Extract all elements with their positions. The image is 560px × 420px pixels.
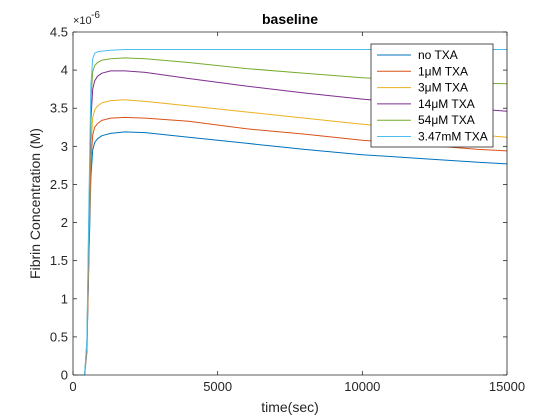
y-tick-label: 4: [61, 63, 68, 78]
y-exponent: ×10 -6: [73, 10, 100, 27]
y-tick-label: 2: [61, 215, 68, 230]
axes: [72, 31, 508, 376]
chart-title: baseline: [262, 11, 318, 27]
series-line-5: [73, 49, 507, 376]
x-tick-label: 15000: [489, 379, 525, 394]
y-ticks: 0 0.5 1 1.5 2 2.5 3 3.5 4 4.5: [50, 25, 507, 383]
y-tick-label: 3: [61, 139, 68, 154]
legend-label-1: 1μM TXA: [418, 64, 468, 78]
legend-label-2: 3μM TXA: [418, 81, 468, 95]
y-tick-label: 0: [61, 368, 68, 383]
legend-box: [370, 43, 494, 148]
x-axis-title: time(sec): [261, 399, 319, 415]
legend-label-0: no TXA: [418, 48, 458, 62]
y-exponent-power: -6: [91, 10, 100, 21]
y-tick-label: 1.5: [50, 253, 68, 268]
x-tick-label: 0: [69, 379, 76, 394]
x-ticks: 0 5000 10000 15000: [69, 32, 525, 394]
legend: no TXA 1μM TXA 3μM TXA 14μM TXA 54μM TXA 3.47…: [370, 43, 494, 148]
y-tick-label: 3.5: [50, 101, 68, 116]
legend-label-4: 54μM TXA: [418, 113, 475, 127]
y-tick-label: 4.5: [50, 25, 68, 40]
y-tick-label: 0.5: [50, 329, 68, 344]
x-tick-label: 5000: [203, 379, 232, 394]
legend-label-5: 3.47mM TXA: [418, 130, 488, 144]
series-group: [73, 49, 508, 376]
legend-label-3: 14μM TXA: [418, 97, 475, 111]
x-tick-label: 10000: [344, 379, 380, 394]
y-axis-title: Fibrin Concentration (M): [27, 128, 43, 279]
y-tick-label: 2.5: [50, 177, 68, 192]
y-tick-label: 1: [61, 291, 68, 306]
y-exponent-base: ×10: [73, 15, 92, 27]
